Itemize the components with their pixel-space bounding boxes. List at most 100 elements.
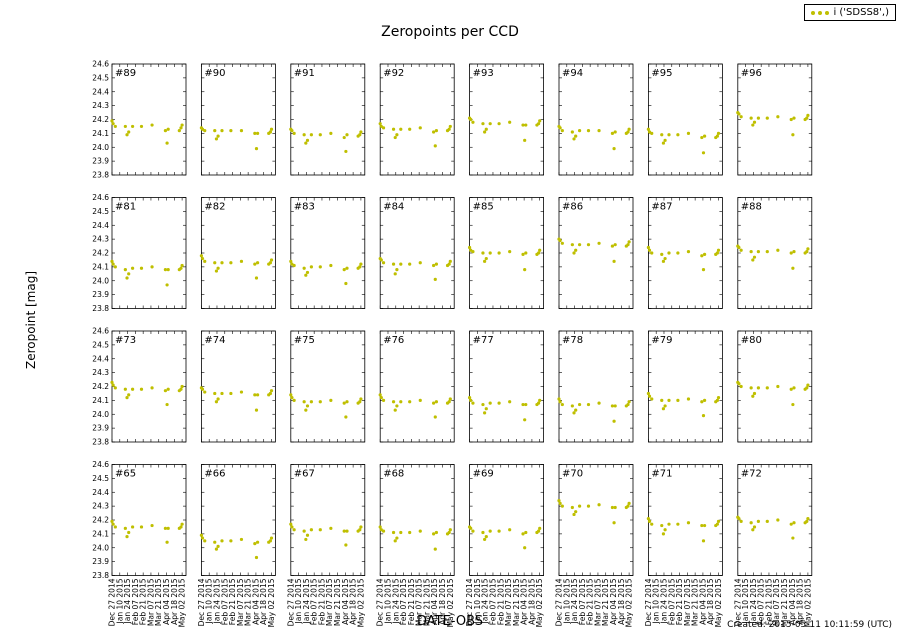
x-tick-label: Apr 04 2015 <box>609 578 618 625</box>
panel-label: #69 <box>473 469 494 480</box>
data-point <box>216 397 220 401</box>
y-tick-label: 23.8 <box>92 171 109 180</box>
data-point <box>214 137 219 141</box>
data-point <box>647 248 652 252</box>
data-point <box>700 523 704 528</box>
y-tick-label: 24.4 <box>92 87 109 96</box>
data-point <box>484 407 488 411</box>
data-point <box>345 400 349 404</box>
x-tick-label: Mar 21 2015 <box>422 578 431 626</box>
data-point <box>806 517 810 521</box>
panel-ccd-89: 23.8 23.9 24.0 24.1 24.2 24.3 24.4 24.5 24.6 #89 <box>92 60 187 180</box>
data-point <box>229 391 233 396</box>
data-point <box>627 501 631 505</box>
data-point <box>560 504 564 508</box>
x-tick-label: Dec 27 2014 <box>197 578 206 626</box>
data-point <box>483 537 487 542</box>
data-point <box>574 510 578 514</box>
data-point <box>536 122 541 126</box>
data-point <box>805 519 809 523</box>
x-tick-label: Mar 21 2015 <box>244 578 253 626</box>
data-point <box>497 529 501 533</box>
data-point <box>113 525 117 529</box>
data-point <box>661 259 666 263</box>
data-point <box>483 411 487 415</box>
data-point <box>220 261 224 265</box>
data-point <box>399 530 403 535</box>
data-point <box>253 393 257 397</box>
data-point <box>676 251 680 255</box>
panel-ccd-90: #90 <box>199 63 276 176</box>
data-point <box>127 530 131 535</box>
data-point <box>110 259 114 263</box>
data-point <box>166 268 170 272</box>
data-point <box>433 415 437 419</box>
data-point <box>715 134 719 138</box>
data-point <box>290 525 294 529</box>
panel-frame <box>558 63 634 176</box>
data-point <box>345 133 349 137</box>
panel-frame <box>379 330 455 443</box>
data-point <box>610 505 615 510</box>
panel-frame <box>111 330 187 443</box>
data-point <box>163 268 168 272</box>
x-tick-label: Mar 21 2015 <box>333 578 342 626</box>
panel-ccd-81: 23.8 23.9 24.0 24.1 24.2 24.3 24.4 24.5 24.6 #81 <box>92 193 187 313</box>
panel-label: #72 <box>741 469 762 480</box>
data-point <box>752 525 757 529</box>
x-tick-label: Feb 07 2015 <box>310 578 319 625</box>
panel-label: #75 <box>294 335 315 346</box>
y-tick-label: 24.6 <box>92 193 109 202</box>
data-point <box>792 386 796 390</box>
y-tick-label: 24.2 <box>92 249 109 258</box>
data-point <box>359 397 363 401</box>
legend: i ('SDSS8',) <box>804 4 896 21</box>
data-point <box>524 402 528 407</box>
data-point <box>686 250 691 254</box>
x-tick-label: Dec 27 2014 <box>465 578 474 626</box>
data-point <box>216 544 220 548</box>
data-point <box>739 115 743 119</box>
data-point <box>676 398 680 402</box>
x-tick-label: Mar 07 2015 <box>236 578 245 626</box>
data-point <box>302 529 306 533</box>
data-point <box>789 251 793 255</box>
data-point <box>663 528 667 532</box>
data-point <box>289 522 293 526</box>
data-point <box>646 391 651 396</box>
data-point <box>179 525 183 529</box>
data-point <box>432 532 436 536</box>
data-point <box>150 386 154 390</box>
y-tick-label: 24.0 <box>92 276 109 285</box>
panel-label: #94 <box>562 68 583 79</box>
x-tick-label: Jan 10 2015 <box>115 578 124 624</box>
data-point <box>305 270 310 275</box>
data-point <box>612 521 616 525</box>
panel-label: #92 <box>383 68 404 79</box>
data-point <box>358 400 362 404</box>
y-tick-label: 24.5 <box>92 340 109 349</box>
x-tick-label: Jan 10 2015 <box>294 578 303 624</box>
data-point <box>180 384 184 389</box>
data-point <box>139 387 144 391</box>
y-tick-label: 23.9 <box>92 424 109 433</box>
data-point <box>305 138 310 142</box>
data-point <box>752 391 757 396</box>
data-point <box>432 130 436 134</box>
panel-frame <box>200 63 276 176</box>
data-point <box>110 519 114 523</box>
data-point <box>739 519 743 523</box>
data-point <box>471 120 475 124</box>
data-point <box>125 535 129 539</box>
x-tick-label: Dec 27 2014 <box>555 578 564 626</box>
data-point <box>737 112 741 116</box>
data-point <box>391 400 396 404</box>
data-point <box>481 251 485 255</box>
data-point <box>597 129 601 133</box>
data-point <box>378 525 382 529</box>
data-point <box>305 404 310 408</box>
data-point <box>791 266 795 270</box>
legend-label: i ('SDSS8',) <box>833 7 889 18</box>
data-point <box>269 536 274 540</box>
y-tick-label: 24.0 <box>92 543 109 552</box>
